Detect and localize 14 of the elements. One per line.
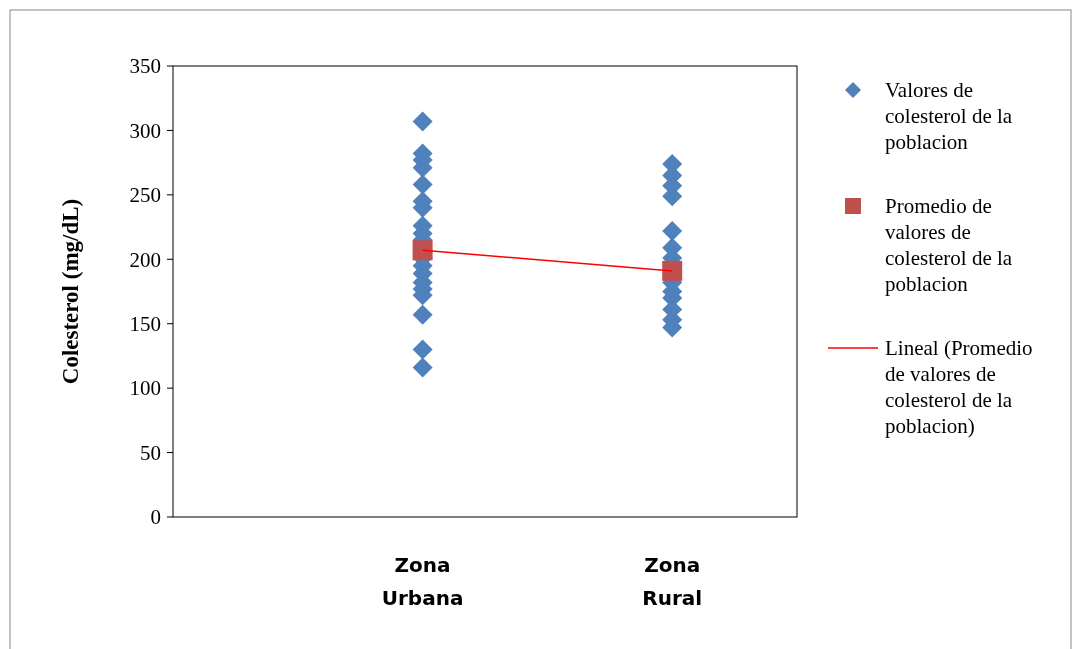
y-tick-label: 150 (129, 312, 161, 337)
y-tick-label: 250 (129, 183, 161, 208)
y-tick-label: 100 (129, 376, 161, 401)
legend-label: Valores de colesterol de la poblacion (885, 78, 1013, 154)
y-tick-label: 200 (129, 247, 161, 272)
y-tick-label: 350 (129, 54, 161, 79)
x-tick-label: Zona Rural (642, 553, 703, 610)
x-tick-label: Zona Urbana (381, 553, 464, 610)
y-axis-title: Colesterol (mg/dL) (58, 198, 83, 385)
legend-label: Promedio de valores de colesterol de la poblacion (885, 194, 1013, 296)
y-tick-label: 50 (140, 440, 161, 465)
y-tick-label: 300 (129, 118, 161, 143)
y-tick-label: 0 (150, 505, 161, 530)
legend-label: Lineal (Promedio de valores de colesterol de la poblacion) (885, 336, 1033, 438)
